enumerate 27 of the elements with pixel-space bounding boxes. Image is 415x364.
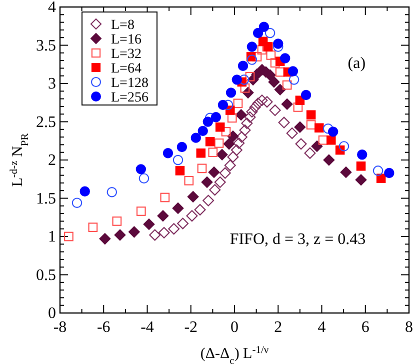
x-tick-label: 6 <box>361 319 370 336</box>
y-tick-label: 0.5 <box>36 266 56 284</box>
legend-label: L=256 <box>111 90 148 106</box>
y-tick-label: 3.5 <box>36 37 56 54</box>
y-tick-label: 2 <box>48 152 56 169</box>
x-tick-label: -6 <box>96 319 110 336</box>
legend-label: L=16 <box>111 32 142 48</box>
x-tick-label: -4 <box>140 319 154 336</box>
legend-label: L=64 <box>111 62 142 76</box>
x-tick-label: 2 <box>274 319 282 336</box>
x-tick-label: 4 <box>318 319 326 336</box>
x-tick-label: -8 <box>53 319 67 336</box>
y-tick-label: 0 <box>48 305 56 322</box>
x-tick-label: 0 <box>230 319 238 336</box>
x-tick-label: -2 <box>184 319 198 336</box>
annotation: FIFO, d = 3, z = 0.43 <box>230 231 366 248</box>
legend-label: L=8 <box>111 18 134 33</box>
y-tick-label: 2.5 <box>36 114 56 131</box>
y-tick-label: 1 <box>48 228 56 246</box>
x-axis-title: (Δ-Δ$_{c}$) L$^{-1/ν}$ <box>200 344 269 364</box>
annotation: (a) <box>348 55 366 72</box>
legend-label: L=32 <box>111 47 142 62</box>
x-tick-label: 8 <box>405 319 413 336</box>
y-tick-label: 1.5 <box>36 190 56 208</box>
y-tick-label: 3 <box>48 76 56 92</box>
legend-label: L=128 <box>111 76 148 91</box>
y-tick-label: 4 <box>48 0 56 16</box>
